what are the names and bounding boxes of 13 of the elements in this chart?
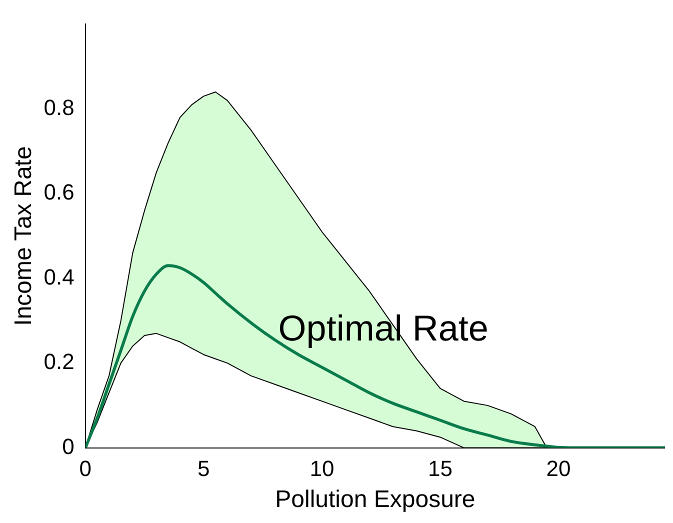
- y-tick-label: 0.4: [44, 264, 74, 290]
- x-axis-title: Pollution Exposure: [275, 486, 476, 514]
- x-tick-label: 5: [198, 456, 210, 482]
- x-tick-label: 15: [428, 456, 452, 482]
- y-tick-label: 0: [62, 434, 74, 459]
- x-tick-label: 0: [79, 456, 92, 482]
- y-tick-label: 0.8: [44, 94, 74, 120]
- x-tick-label: 20: [546, 456, 571, 482]
- y-axis-title: Income Tax Rate: [10, 146, 38, 326]
- y-tick-label: 0.6: [44, 180, 74, 205]
- x-tick-label: 10: [310, 456, 334, 482]
- series-label: Optimal Rate: [278, 308, 488, 349]
- y-tick-label: 0.2: [44, 349, 74, 374]
